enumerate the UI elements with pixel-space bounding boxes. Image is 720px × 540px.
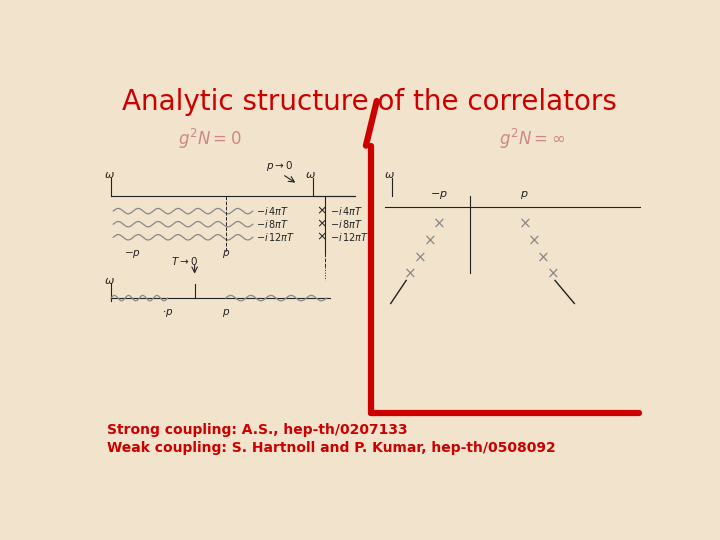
Text: $-i\,12\pi T$: $-i\,12\pi T$ (256, 231, 295, 244)
Text: $\times$: $\times$ (546, 266, 558, 281)
Text: $\cdot p$: $\cdot p$ (162, 307, 174, 319)
Text: $-p$: $-p$ (125, 248, 141, 260)
Text: $\times$: $\times$ (315, 218, 326, 231)
Text: $p \to 0$: $p \to 0$ (266, 159, 294, 173)
Text: $-p$: $-p$ (430, 189, 448, 201)
Text: $g^2 N = 0$: $g^2 N = 0$ (179, 126, 242, 151)
Text: $\times$: $\times$ (315, 231, 326, 244)
Text: $-i\,8\pi T$: $-i\,8\pi T$ (256, 218, 289, 230)
Text: $\omega$: $\omega$ (384, 170, 395, 180)
Text: $\times$: $\times$ (518, 215, 531, 230)
Text: $\omega$: $\omega$ (305, 170, 316, 180)
Text: $\omega$: $\omega$ (104, 276, 114, 286)
Text: Strong coupling: A.S., hep-th/0207133: Strong coupling: A.S., hep-th/0207133 (107, 423, 408, 437)
Text: $\times$: $\times$ (433, 215, 445, 230)
Text: $-i\,4\pi T$: $-i\,4\pi T$ (330, 205, 364, 217)
Text: $\times$: $\times$ (527, 232, 540, 247)
Text: $\times$: $\times$ (536, 249, 549, 264)
Text: $-i\,4\pi T$: $-i\,4\pi T$ (256, 205, 289, 217)
Text: Weak coupling: S. Hartnoll and P. Kumar, hep-th/0508092: Weak coupling: S. Hartnoll and P. Kumar,… (107, 441, 556, 455)
Text: $-i\,8\pi T$: $-i\,8\pi T$ (330, 218, 364, 230)
Text: $p$: $p$ (222, 307, 230, 319)
Text: $g^2 N = \infty$: $g^2 N = \infty$ (499, 126, 565, 151)
Text: $\omega$: $\omega$ (104, 170, 114, 180)
Text: $\times$: $\times$ (413, 249, 426, 264)
Text: $p$: $p$ (520, 189, 528, 201)
Text: $T \to 0$: $T \to 0$ (171, 255, 198, 267)
Text: $-i\,12\pi T$: $-i\,12\pi T$ (330, 231, 369, 244)
Text: $\times$: $\times$ (423, 232, 436, 247)
Text: $p$: $p$ (222, 248, 230, 260)
Text: $\times$: $\times$ (403, 266, 415, 281)
Text: $\times$: $\times$ (315, 205, 326, 218)
Text: Analytic structure of the correlators: Analytic structure of the correlators (122, 88, 616, 116)
